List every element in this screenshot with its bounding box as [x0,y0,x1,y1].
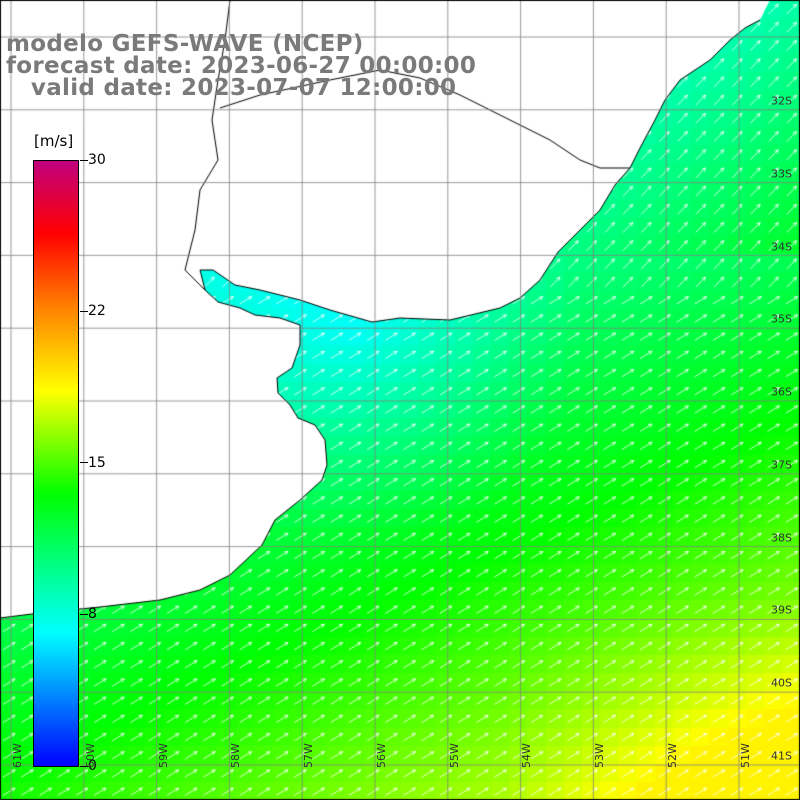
colorbar-unit: [m/s] [34,132,74,150]
lat-label-36s: 36S [771,385,792,399]
lon-label-58w: 58W [229,743,242,768]
colorbar-label-8: 8 [88,606,97,622]
lon-label-55w: 55W [448,743,461,768]
lat-label-39s: 39S [771,603,792,617]
lat-label-34s: 34S [771,240,792,254]
lat-label-33s: 33S [771,167,792,181]
lat-label-41s: 41S [771,749,792,763]
lon-label-52w: 52W [666,743,679,768]
lat-label-38s: 38S [771,531,792,545]
lon-label-60w: 60W [84,743,97,768]
colorbar-label-0: 0 [88,758,97,774]
colorbar [33,160,79,767]
lon-label-59w: 59W [157,743,170,768]
colorbar-tick [80,311,88,312]
lon-label-57w: 57W [302,743,315,768]
lat-label-35s: 35S [771,312,792,326]
colorbar-tick [80,160,88,161]
forecast-date: forecast date: 2023-06-27 00:00:00 [6,53,477,79]
lat-label-40s: 40S [771,676,792,690]
colorbar-tick [80,614,88,615]
colorbar-tick [80,766,88,767]
colorbar-label-30: 30 [88,152,106,168]
colorbar-label-15: 15 [88,455,106,471]
valid-date: valid date: 2023-07-07 12:00:00 [6,75,457,101]
colorbar-label-22: 22 [88,303,106,319]
lon-label-61w: 61W [11,743,24,768]
lon-label-56w: 56W [375,743,388,768]
lon-label-53w: 53W [593,743,606,768]
lon-label-54w: 54W [520,743,533,768]
lat-label-37s: 37S [771,458,792,472]
model-title: modelo GEFS-WAVE (NCEP) [6,31,364,57]
lon-label-51w: 51W [739,743,752,768]
lat-label-32s: 32S [771,94,792,108]
colorbar-tick [80,462,88,463]
